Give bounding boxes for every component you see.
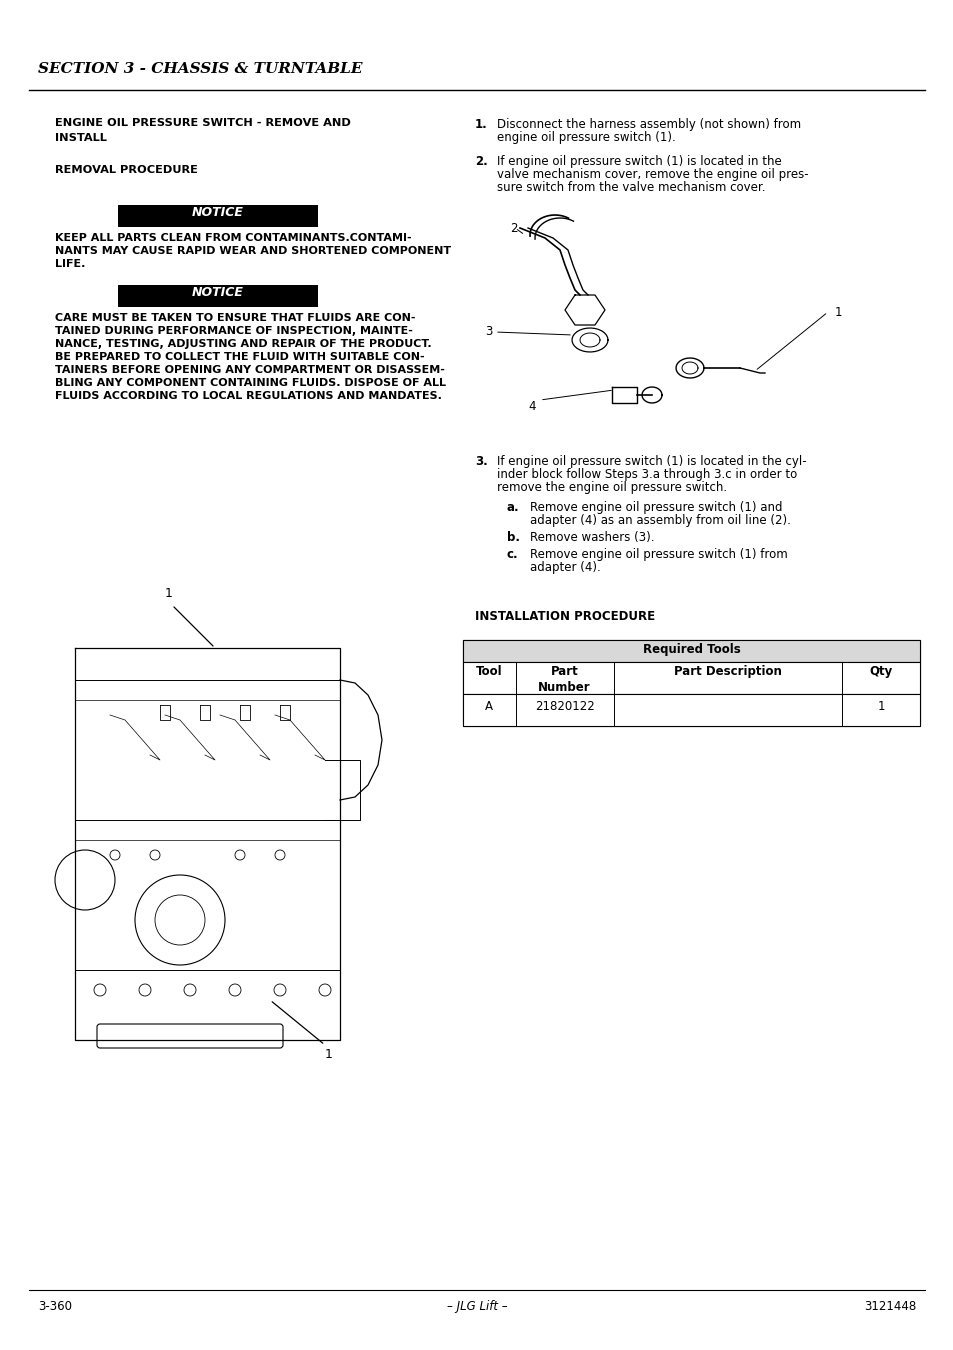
Text: Qty: Qty [868, 666, 892, 678]
Bar [462, 640, 919, 726]
Text: sure switch from the valve mechanism cover.: sure switch from the valve mechanism cov… [497, 181, 764, 194]
Text: Remove engine oil pressure switch (1) and: Remove engine oil pressure switch (1) an… [530, 501, 781, 514]
Text: CARE MUST BE TAKEN TO ENSURE THAT FLUIDS ARE CON-: CARE MUST BE TAKEN TO ENSURE THAT FLUIDS… [55, 313, 416, 323]
Text: NANTS MAY CAUSE RAPID WEAR AND SHORTENED COMPONENT: NANTS MAY CAUSE RAPID WEAR AND SHORTENED… [55, 246, 451, 256]
Text: TAINERS BEFORE OPENING ANY COMPARTMENT OR DISASSEM-: TAINERS BEFORE OPENING ANY COMPARTMENT O… [55, 364, 444, 375]
Text: Disconnect the harness assembly (not shown) from: Disconnect the harness assembly (not sho… [497, 117, 801, 131]
Text: Remove engine oil pressure switch (1) from: Remove engine oil pressure switch (1) fr… [530, 548, 787, 562]
Text: 2: 2 [510, 221, 517, 235]
Text: FLUIDS ACCORDING TO LOCAL REGULATIONS AND MANDATES.: FLUIDS ACCORDING TO LOCAL REGULATIONS AN… [55, 392, 441, 401]
Text: NANCE, TESTING, ADJUSTING AND REPAIR OF THE PRODUCT.: NANCE, TESTING, ADJUSTING AND REPAIR OF … [55, 339, 431, 350]
Text: 3-360: 3-360 [38, 1300, 71, 1314]
Text: SECTION 3 - CHASSIS & TURNTABLE: SECTION 3 - CHASSIS & TURNTABLE [38, 62, 362, 76]
Bar [462, 640, 919, 662]
Text: 3121448: 3121448 [862, 1300, 915, 1314]
Text: adapter (4) as an assembly from oil line (2).: adapter (4) as an assembly from oil line… [530, 514, 790, 526]
Text: KEEP ALL PARTS CLEAN FROM CONTAMINANTS.CONTAMI-: KEEP ALL PARTS CLEAN FROM CONTAMINANTS.C… [55, 234, 411, 243]
Text: 21820122: 21820122 [535, 701, 594, 713]
Text: INSTALL: INSTALL [55, 134, 107, 143]
Text: A: A [485, 701, 493, 713]
Text: Remove washers (3).: Remove washers (3). [530, 531, 654, 544]
Text: INSTALLATION PROCEDURE: INSTALLATION PROCEDURE [475, 610, 655, 622]
Text: BE PREPARED TO COLLECT THE FLUID WITH SUITABLE CON-: BE PREPARED TO COLLECT THE FLUID WITH SU… [55, 352, 424, 362]
Text: remove the engine oil pressure switch.: remove the engine oil pressure switch. [497, 481, 726, 494]
Text: – JLG Lift –: – JLG Lift – [446, 1300, 507, 1314]
Text: LIFE.: LIFE. [55, 259, 85, 269]
Text: 1: 1 [165, 587, 172, 599]
Text: b.: b. [506, 531, 519, 544]
Text: ENGINE OIL PRESSURE SWITCH - REMOVE AND: ENGINE OIL PRESSURE SWITCH - REMOVE AND [55, 117, 351, 128]
Text: 1: 1 [877, 701, 884, 713]
Text: 2.: 2. [475, 155, 487, 167]
Text: TAINED DURING PERFORMANCE OF INSPECTION, MAINTE-: TAINED DURING PERFORMANCE OF INSPECTION,… [55, 325, 413, 336]
Text: Part
Number: Part Number [537, 666, 590, 694]
Text: 1: 1 [325, 1048, 333, 1061]
Text: Part Description: Part Description [674, 666, 781, 678]
Text: inder block follow Steps 3.a through 3.c in order to: inder block follow Steps 3.a through 3.c… [497, 468, 797, 481]
Bar [118, 285, 317, 306]
Bar [118, 205, 317, 227]
Text: 3: 3 [484, 325, 492, 339]
Bar [462, 662, 919, 694]
Text: Tool: Tool [476, 666, 502, 678]
Text: 4: 4 [527, 400, 535, 413]
Text: 3.: 3. [475, 455, 487, 468]
Bar [462, 694, 919, 726]
Text: 1: 1 [834, 305, 841, 319]
Text: If engine oil pressure switch (1) is located in the: If engine oil pressure switch (1) is loc… [497, 155, 781, 167]
Text: valve mechanism cover, remove the engine oil pres-: valve mechanism cover, remove the engine… [497, 167, 808, 181]
Text: BLING ANY COMPONENT CONTAINING FLUIDS. DISPOSE OF ALL: BLING ANY COMPONENT CONTAINING FLUIDS. D… [55, 378, 446, 387]
Text: a.: a. [506, 501, 519, 514]
Text: adapter (4).: adapter (4). [530, 562, 600, 574]
Text: Required Tools: Required Tools [642, 643, 740, 656]
Text: If engine oil pressure switch (1) is located in the cyl-: If engine oil pressure switch (1) is loc… [497, 455, 806, 468]
Text: c.: c. [506, 548, 518, 562]
Text: REMOVAL PROCEDURE: REMOVAL PROCEDURE [55, 165, 197, 176]
Text: engine oil pressure switch (1).: engine oil pressure switch (1). [497, 131, 675, 144]
Text: NOTICE: NOTICE [192, 286, 244, 298]
Text: NOTICE: NOTICE [192, 207, 244, 219]
Text: 1.: 1. [475, 117, 487, 131]
